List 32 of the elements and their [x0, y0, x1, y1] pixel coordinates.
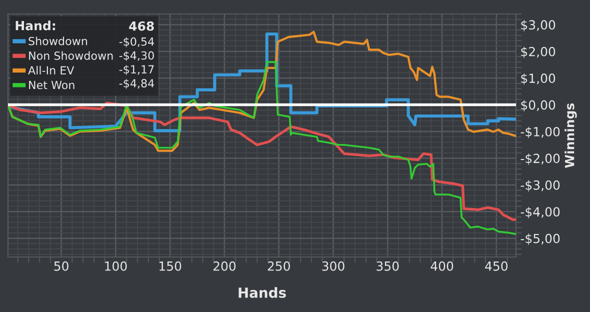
line-series: [8, 61, 516, 235]
legend-label: Non Showdown: [29, 51, 113, 60]
annotation: -$4,30: [119, 51, 154, 62]
annotation: -$1,17: [119, 64, 154, 76]
y-tick-label: -$2,00: [520, 153, 560, 165]
x-tick-label: 250: [268, 261, 290, 271]
y-tick-label: -$1,00: [520, 126, 560, 138]
x-tick-label: 150: [160, 261, 182, 271]
x-tick-label: 300: [322, 261, 344, 271]
annotation: -$0,54: [119, 37, 154, 48]
x-tick-label: 400: [430, 261, 454, 271]
legend-label: Showdown: [28, 36, 88, 46]
y-tick-label: $3,00: [521, 20, 556, 32]
x-axis-title: Hands: [238, 287, 286, 298]
x-tick-label: 350: [376, 261, 399, 271]
y-tick-label: $0,00: [521, 100, 556, 112]
x-tick-label: 50: [54, 261, 68, 271]
y-tick-label: $1,00: [521, 73, 556, 85]
legend-label: All-In EV: [28, 66, 74, 74]
legend-title: Hand:: [16, 20, 56, 30]
y-axis-title: Winnings: [564, 103, 577, 168]
annotation: 468: [129, 21, 154, 31]
x-tick-label: 200: [213, 261, 236, 271]
x-tick-label: 450: [485, 261, 508, 271]
annotation: -$4,84: [119, 78, 154, 89]
line-series: [8, 30, 516, 152]
x-tick-label: 100: [105, 261, 127, 271]
y-tick-label: -$4,00: [520, 206, 560, 218]
legend-label: Net Won: [29, 80, 74, 90]
y-tick-label: $2,00: [521, 46, 556, 58]
y-tick-label: -$3,00: [520, 180, 560, 192]
y-tick-label: -$5,00: [520, 234, 560, 245]
